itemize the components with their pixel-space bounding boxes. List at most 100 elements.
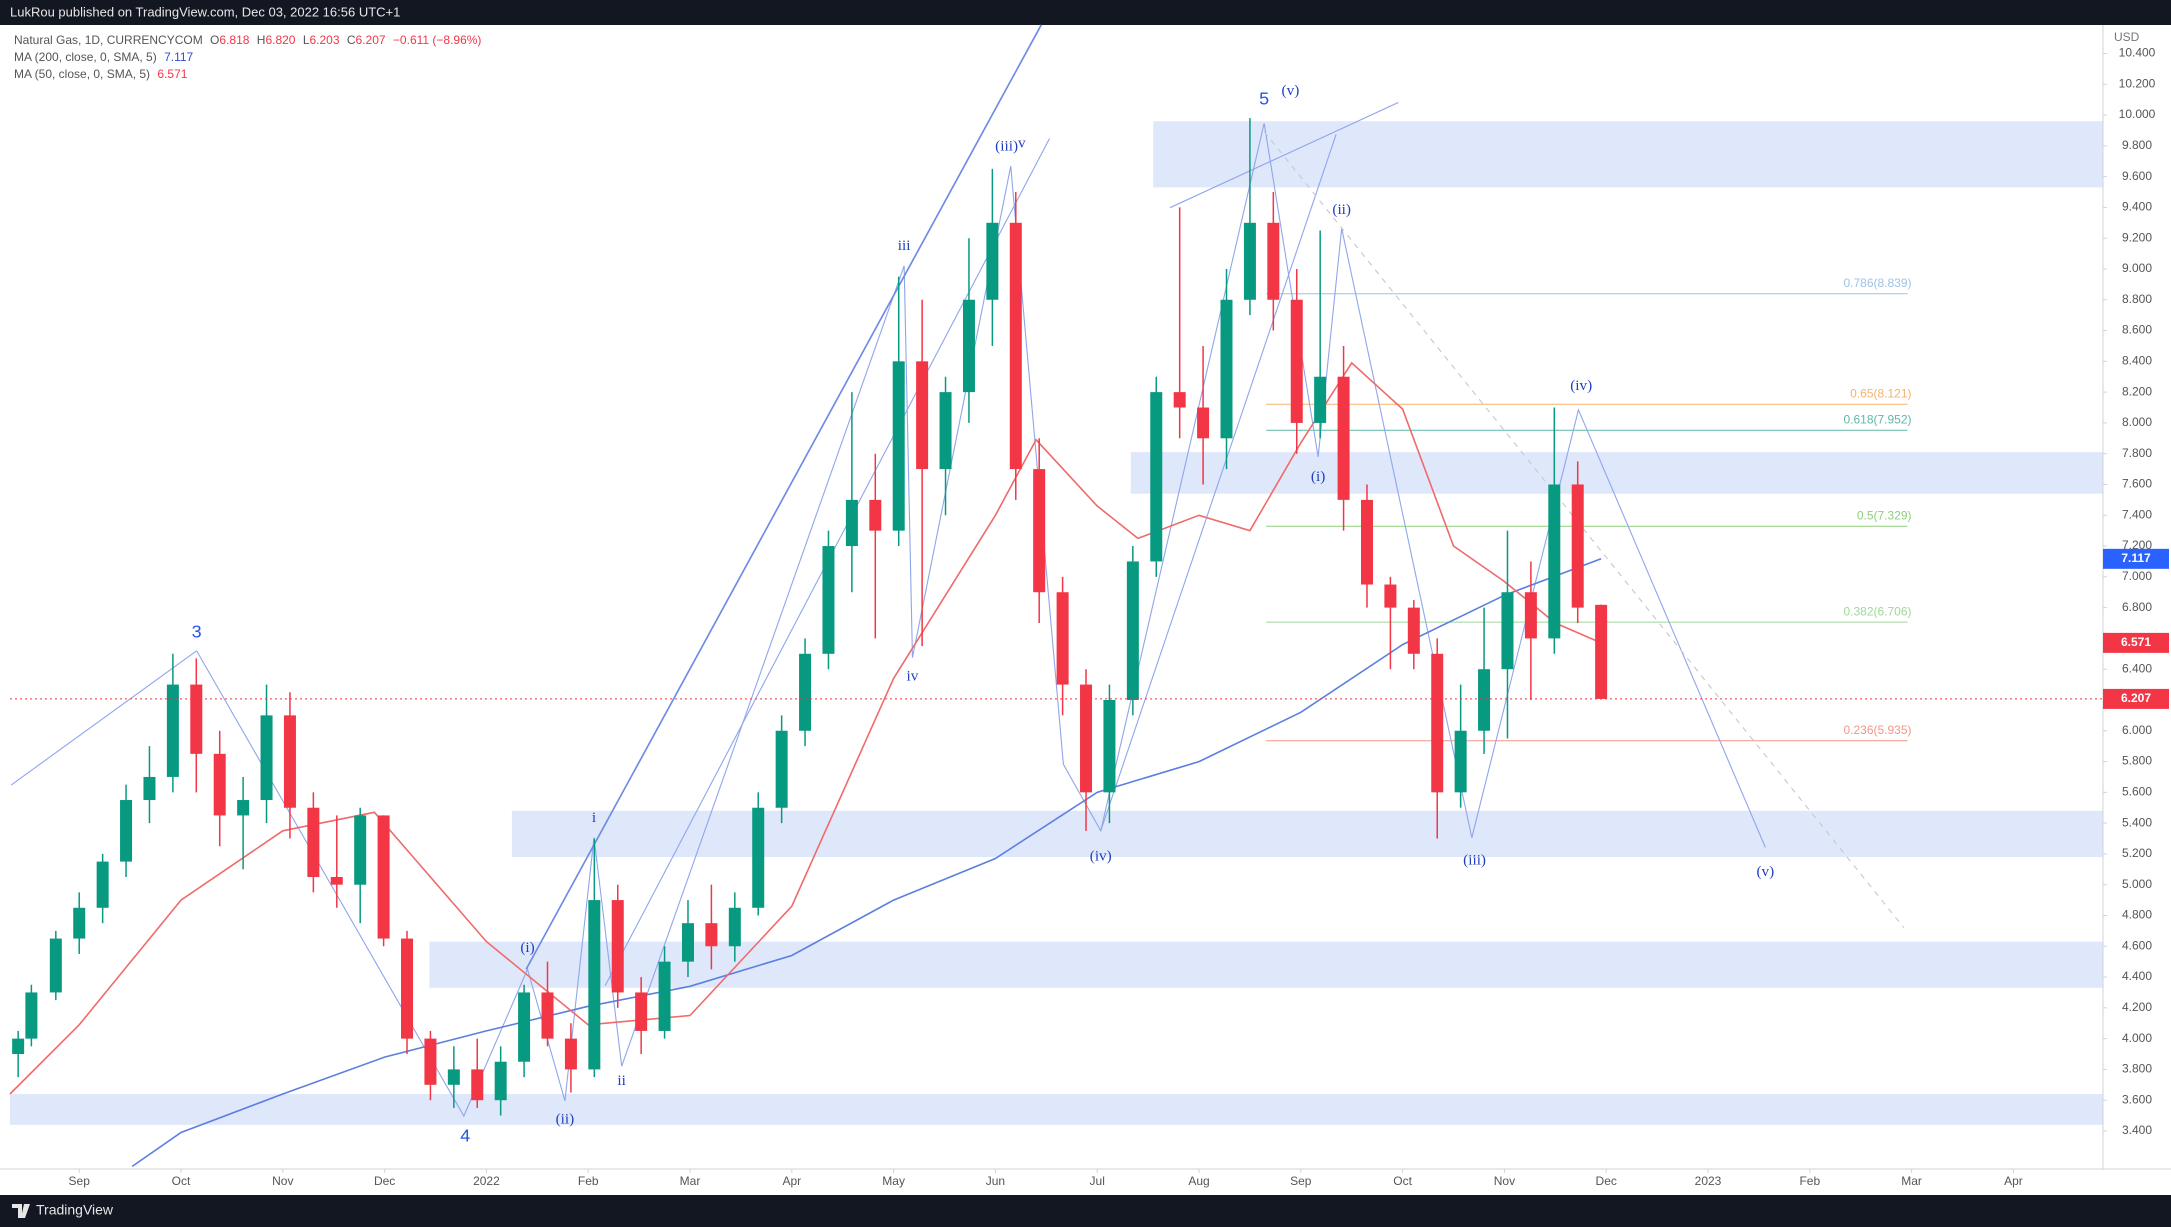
brand: TradingView xyxy=(36,1202,114,1218)
candle-body xyxy=(1384,584,1397,608)
wave-label: v xyxy=(1018,134,1026,151)
x-tick-label: Dec xyxy=(1596,1174,1617,1188)
candle-body xyxy=(518,992,531,1062)
y-tick-label: 6.400 xyxy=(2122,661,2152,675)
wave-label: (v) xyxy=(1756,863,1774,880)
wave-path xyxy=(196,123,1766,1118)
bottom-bar xyxy=(0,1195,2171,1227)
wave-label: ii xyxy=(617,1072,625,1089)
trend-lines xyxy=(10,24,1905,1118)
candle-body xyxy=(1595,604,1608,699)
x-tick-label: Oct xyxy=(1393,1174,1412,1188)
candle-body xyxy=(166,684,179,777)
candle-body xyxy=(1033,469,1046,593)
candle-body xyxy=(1548,484,1561,639)
ma-badge xyxy=(2103,632,2169,653)
fib-label: 0.382(6.706) xyxy=(1843,604,1911,618)
candle-body xyxy=(1103,699,1116,793)
wave-label: i xyxy=(592,809,596,826)
candle-body xyxy=(49,938,62,993)
candle-body xyxy=(541,992,554,1039)
y-tick-label: 9.800 xyxy=(2122,138,2152,152)
legend-entry: MA (50, close, 0, SMA, 5) xyxy=(14,67,150,81)
price-badge-label: 6.207 xyxy=(2121,691,2151,705)
wave-label: 4 xyxy=(460,1126,470,1146)
fibonacci: 0.786(8.839) 0.65(8.121) 0.618(7.952) 0.5(7… xyxy=(1266,276,1912,742)
y-tick-label: 7.000 xyxy=(2122,569,2152,583)
candle-body xyxy=(1290,299,1303,423)
y-tick-label: 8.600 xyxy=(2122,323,2152,337)
fib-label: 0.786(8.839) xyxy=(1843,276,1911,290)
trend-line xyxy=(10,650,197,786)
candle-body xyxy=(1337,376,1350,500)
x-tick-label: Apr xyxy=(782,1174,801,1188)
candle-body xyxy=(939,392,952,470)
candle-body xyxy=(799,653,812,731)
x-tick-label: Jun xyxy=(986,1174,1005,1188)
x-tick-label: Aug xyxy=(1188,1174,1209,1188)
wave-label: (iv) xyxy=(1090,848,1112,865)
legend-value: 7.117 xyxy=(164,50,193,64)
y-tick-label: 5.600 xyxy=(2122,785,2152,799)
candle-body xyxy=(1220,299,1233,439)
channel-line xyxy=(1100,134,1337,831)
candle-body xyxy=(1454,730,1467,793)
ohlc-key: H xyxy=(257,33,266,47)
zones xyxy=(10,121,2103,1125)
candle-body xyxy=(73,907,86,939)
candle-body xyxy=(1056,592,1069,685)
x-tick-label: Nov xyxy=(1494,1174,1515,1188)
ohlc-key: C xyxy=(347,33,356,47)
x-tick-label: Sep xyxy=(1290,1174,1312,1188)
candle-body xyxy=(1126,561,1139,700)
y-tick-label: 7.800 xyxy=(2122,446,2152,460)
candle-body xyxy=(25,992,38,1039)
candle-body xyxy=(728,907,741,947)
x-tick-label: Feb xyxy=(578,1174,599,1188)
candle-body xyxy=(12,1038,25,1055)
change: −0.611 (−8.96%) xyxy=(393,33,482,47)
candle-body xyxy=(916,361,929,470)
candle-body xyxy=(822,546,835,654)
dashed-line xyxy=(1263,131,1905,929)
candle-body xyxy=(1524,592,1537,639)
x-tick-label: Oct xyxy=(172,1174,191,1188)
candle-body xyxy=(354,815,367,885)
published-note: LukRou published on TradingView.com, Dec… xyxy=(10,4,400,19)
candle-body xyxy=(471,1069,484,1101)
logo xyxy=(12,1204,30,1218)
x-tick-label: Dec xyxy=(374,1174,395,1188)
ohlc-value: 6.820 xyxy=(265,33,295,47)
candle-body xyxy=(775,730,788,808)
candle-body xyxy=(143,776,156,801)
candle-body xyxy=(1501,592,1514,670)
candle-body xyxy=(681,923,694,962)
zone xyxy=(1130,452,2103,494)
candle-body xyxy=(635,992,648,1031)
candle-body xyxy=(190,684,203,754)
y-tick-label: 9.200 xyxy=(2122,230,2152,244)
wave-label: (iii) xyxy=(995,137,1018,154)
price-badge xyxy=(2103,688,2169,709)
ohlc-value: 6.207 xyxy=(356,33,386,47)
x-tick-label: 2023 xyxy=(1695,1174,1722,1188)
candle-body xyxy=(752,807,765,908)
ma-badge xyxy=(2103,548,2169,569)
y-tick-label: 4.800 xyxy=(2122,908,2152,922)
candle-body xyxy=(705,923,718,947)
candle-body xyxy=(447,1069,460,1085)
wave-label: (i) xyxy=(520,939,534,956)
candle-body xyxy=(213,753,226,816)
x-tick-label: Apr xyxy=(2004,1174,2023,1188)
x-tick-label: Feb xyxy=(1799,1174,1820,1188)
legend-value: 6.571 xyxy=(157,67,187,81)
fib-label: 0.618(7.952) xyxy=(1843,412,1911,426)
candle-body xyxy=(1243,222,1256,300)
y-tick-label: 10.200 xyxy=(2119,76,2156,90)
y-tick-label: 9.400 xyxy=(2122,200,2152,214)
y-tick-label: 5.800 xyxy=(2122,754,2152,768)
y-tick-label: 6.800 xyxy=(2122,600,2152,614)
candle-body xyxy=(986,222,999,300)
wave-label: iii xyxy=(898,237,911,254)
y-tick-label: 9.000 xyxy=(2122,261,2152,275)
